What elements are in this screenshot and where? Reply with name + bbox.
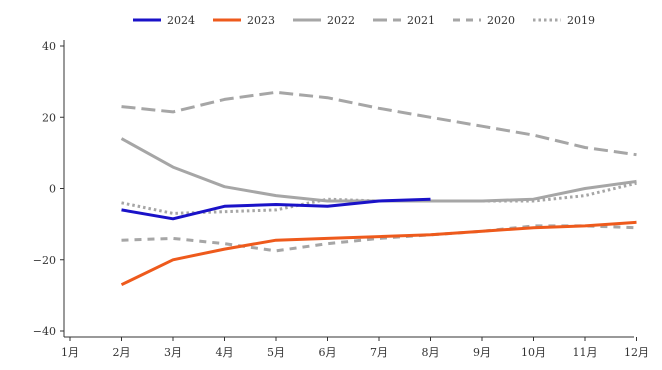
y-tick-label: 20 (42, 111, 56, 124)
legend: 2024 2023 2022 2021 2020 2019 (133, 14, 595, 27)
y-ticks: −40 −20 0 20 40 (33, 40, 64, 338)
x-ticks: 1月 2月 3月 4月 5月 6月 7月 8月 9月 10月 11月 12月 (61, 337, 649, 359)
legend-label-2023: 2023 (247, 14, 275, 27)
x-tick-label: 11月 (573, 346, 598, 359)
plot-area (120, 90, 637, 287)
x-tick-label: 2月 (113, 346, 131, 359)
legend-label-2020: 2020 (487, 14, 515, 27)
x-tick-label: 3月 (164, 346, 182, 359)
x-tick-label: 1月 (61, 346, 79, 359)
x-tick-label: 8月 (422, 346, 440, 359)
x-tick-label: 12月 (624, 346, 649, 359)
legend-label-2022: 2022 (327, 14, 355, 27)
y-tick-label: −20 (33, 254, 56, 267)
y-tick-label: 0 (49, 183, 56, 196)
series-line-2021 (121, 90, 637, 157)
x-tick-label: 5月 (267, 346, 285, 359)
x-tick-label: 6月 (319, 346, 337, 359)
x-tick-label: 9月 (473, 346, 491, 359)
series-line-2024 (121, 197, 431, 221)
x-tick-label: 7月 (370, 346, 388, 359)
series-line-2019 (121, 181, 637, 215)
legend-label-2021: 2021 (407, 14, 435, 27)
axes (63, 40, 634, 338)
series-line-2020 (121, 224, 637, 253)
x-tick-label: 4月 (216, 346, 234, 359)
y-tick-label: −40 (33, 325, 56, 338)
series-line-2023 (120, 220, 637, 287)
legend-label-2019: 2019 (567, 14, 595, 27)
y-tick-label: 40 (42, 40, 56, 53)
series-line-2022 (120, 137, 637, 203)
x-tick-label: 10月 (521, 346, 546, 359)
legend-label-2024: 2024 (167, 14, 195, 27)
